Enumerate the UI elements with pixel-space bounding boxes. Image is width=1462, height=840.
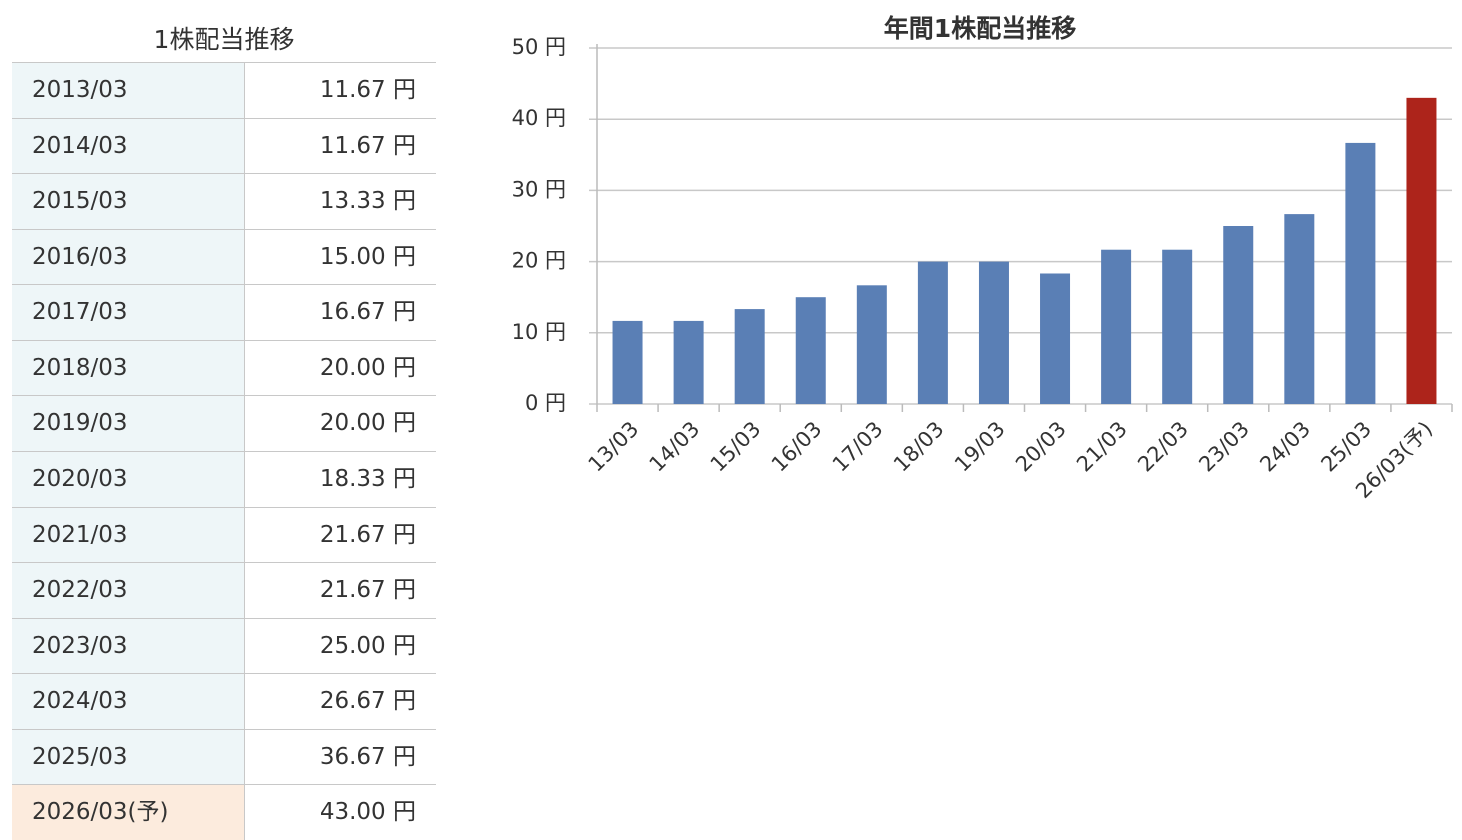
x-tick-label: 20/03 xyxy=(1011,417,1071,477)
x-tick-label: 17/03 xyxy=(828,417,888,477)
dividend-cell: 11.67 円 xyxy=(319,132,416,159)
period-cell: 2026/03(予) xyxy=(12,785,245,840)
table-row: 2015/03 13.33 円 xyxy=(12,173,436,229)
period-cell: 2014/03 xyxy=(12,118,245,174)
bar xyxy=(856,285,887,404)
x-tick-label: 16/03 xyxy=(767,417,827,477)
table-row: 2019/03 20.00 円 xyxy=(12,395,436,451)
x-tick-label: 24/03 xyxy=(1255,417,1315,477)
bar xyxy=(734,309,765,404)
period-cell: 2025/03 xyxy=(12,729,245,785)
bar xyxy=(1162,249,1193,404)
dividend-table: 1株配当推移 2013/03 11.67 円 2014/03 11.67 円 2015/… xyxy=(12,0,436,840)
x-tick-label: 21/03 xyxy=(1072,417,1132,477)
dividend-cell: 11.67 円 xyxy=(319,77,416,103)
x-tick-label: 19/03 xyxy=(950,417,1010,477)
period-cell: 2018/03 xyxy=(12,340,245,396)
bar xyxy=(917,261,948,404)
bar xyxy=(1284,214,1315,404)
dividend-cell: 25.00 円 xyxy=(319,632,416,659)
table-row: 2016/03 15.00 円 xyxy=(12,228,436,285)
x-tick-label: 25/03 xyxy=(1316,417,1376,477)
bar xyxy=(1040,273,1071,404)
table-title: 1株配当推移 xyxy=(153,25,295,54)
dividend-cell: 26.67 円 xyxy=(319,688,416,715)
dividend-cell: 15.00 円 xyxy=(319,243,416,270)
y-tick-label: 20 円 xyxy=(512,249,566,273)
period-cell: 2017/03 xyxy=(12,285,245,340)
bar xyxy=(1223,226,1254,404)
y-tick-label: 0 円 xyxy=(525,391,566,415)
table-row: 2024/03 26.67 円 xyxy=(12,673,436,729)
y-tick-label: 50 円 xyxy=(512,35,566,59)
bar xyxy=(1345,142,1376,404)
period-cell: 2015/03 xyxy=(12,174,245,229)
dividend-cell: 36.67 円 xyxy=(319,743,416,770)
table-row: 2021/03 21.67 円 xyxy=(12,506,436,563)
x-tick-label: 13/03 xyxy=(584,417,644,477)
period-cell: 2019/03 xyxy=(12,396,245,451)
dividend-cell: 18.33 円 xyxy=(319,465,416,492)
x-tick-label: 14/03 xyxy=(645,417,705,477)
dividend-cell: 43.00 円 xyxy=(319,799,416,826)
bar xyxy=(673,320,704,404)
y-tick-label: 40 円 xyxy=(512,106,566,130)
table-row: 2020/03 18.33 円 xyxy=(12,450,436,507)
period-cell: 2021/03 xyxy=(12,507,245,563)
dividend-cell: 20.00 円 xyxy=(319,410,416,437)
period-cell: 2016/03 xyxy=(12,229,245,285)
bar xyxy=(795,297,826,404)
table-row: 2022/03 21.67 円 xyxy=(12,562,436,618)
period-cell: 2020/03 xyxy=(12,451,245,507)
y-tick-label: 10 円 xyxy=(512,320,566,344)
table-row: 2014/03 11.67 円 xyxy=(12,117,436,174)
table-row: 2017/03 16.67 円 xyxy=(12,284,436,340)
x-tick-label: 22/03 xyxy=(1133,417,1193,477)
dividend-cell: 21.67 円 xyxy=(319,577,416,604)
period-cell: 2023/03 xyxy=(12,618,245,674)
table-row: 2025/03 36.67 円 xyxy=(12,728,436,785)
table-row: 2026/03(予) 43.00 円 xyxy=(12,784,436,840)
x-tick-label: 18/03 xyxy=(889,417,949,477)
dividend-cell: 20.00 円 xyxy=(319,354,416,381)
period-cell: 2013/03 xyxy=(12,63,245,118)
dividend-cell: 13.33 円 xyxy=(319,188,416,215)
bar xyxy=(978,261,1009,404)
table-row: 2018/03 20.00 円 xyxy=(12,339,436,396)
bar xyxy=(1406,97,1437,404)
x-tick-label: 23/03 xyxy=(1194,417,1254,477)
period-cell: 2022/03 xyxy=(12,563,245,618)
dividend-cell: 21.67 円 xyxy=(319,521,416,548)
chart-title: 年間1株配当推移 xyxy=(884,14,1076,43)
bar xyxy=(612,320,643,404)
y-tick-label: 30 円 xyxy=(512,177,566,201)
bar xyxy=(1101,249,1132,404)
dividend-cell: 16.67 円 xyxy=(319,299,416,326)
period-cell: 2024/03 xyxy=(12,674,245,729)
table-row: 2013/03 11.67 円 xyxy=(12,62,436,118)
table-row: 2023/03 25.00 円 xyxy=(12,617,436,674)
x-tick-label: 15/03 xyxy=(706,417,766,477)
